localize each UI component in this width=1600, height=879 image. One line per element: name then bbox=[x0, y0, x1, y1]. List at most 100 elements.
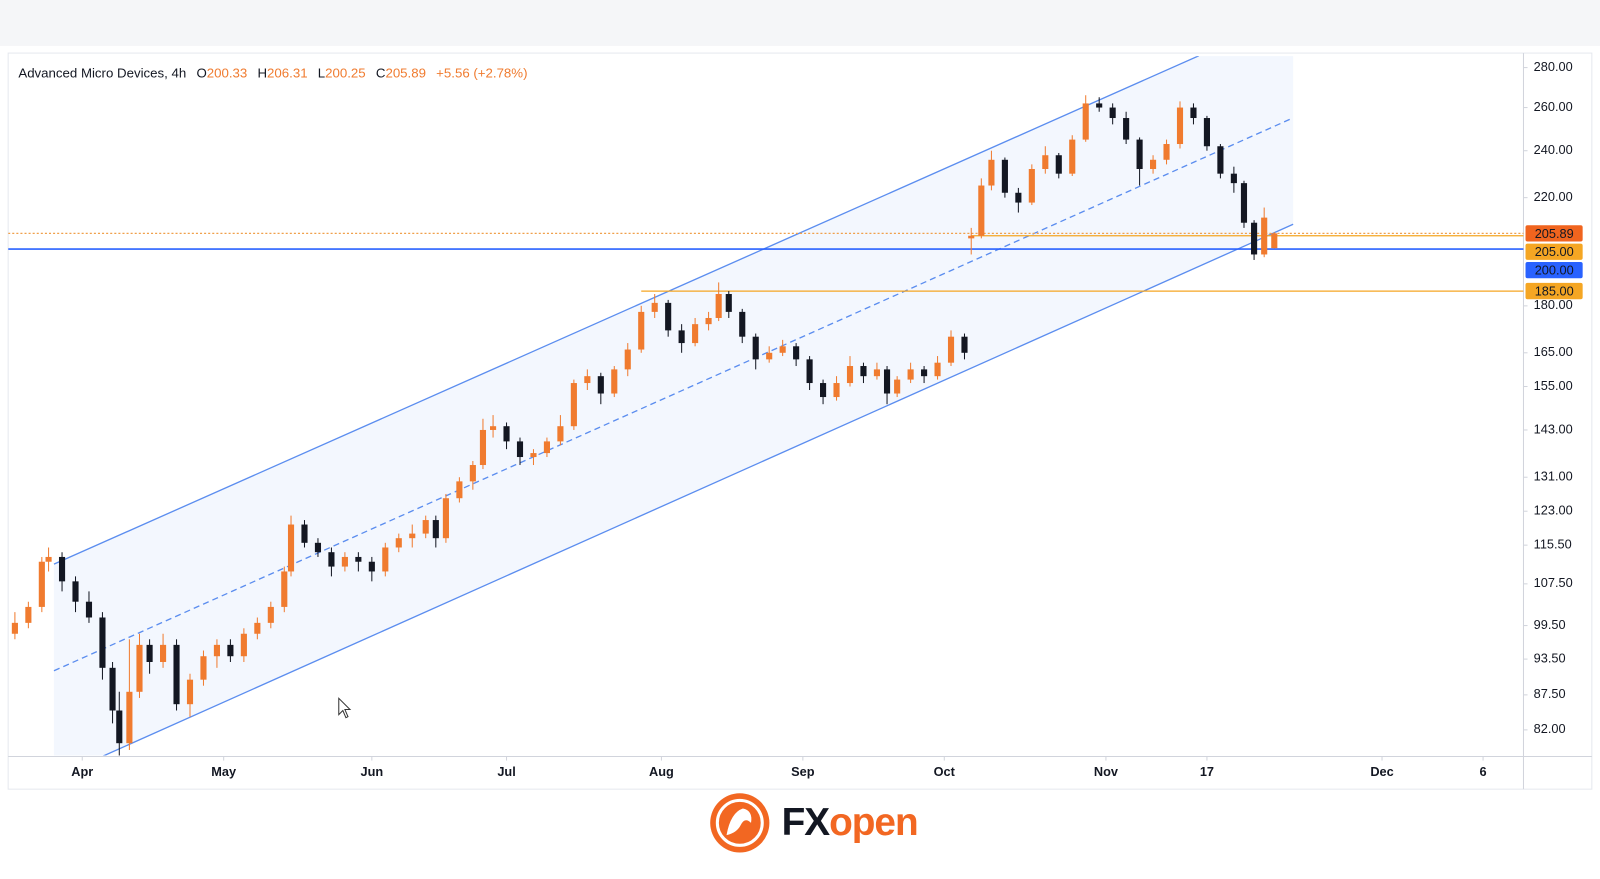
candle-body bbox=[793, 346, 800, 360]
candle-body bbox=[422, 520, 429, 534]
y-tick-label: 115.50 bbox=[1534, 537, 1572, 552]
y-tick-label: 280.00 bbox=[1534, 59, 1573, 74]
y-tick-label: 260.00 bbox=[1534, 99, 1573, 114]
candle-body bbox=[611, 369, 618, 394]
candle-body bbox=[1176, 107, 1184, 145]
candle-body bbox=[883, 369, 891, 394]
candle-body bbox=[725, 294, 732, 312]
candle-body bbox=[978, 185, 985, 236]
candle-body bbox=[1123, 118, 1130, 140]
candle-body bbox=[1217, 146, 1224, 174]
candle-body bbox=[638, 311, 645, 350]
candle-body bbox=[1203, 118, 1210, 147]
top-bar bbox=[0, 0, 1600, 46]
candle-body bbox=[1136, 139, 1143, 170]
candle-body bbox=[503, 426, 510, 442]
logo-icon-shape bbox=[726, 808, 752, 836]
candle-body bbox=[1015, 192, 1022, 203]
candle-body bbox=[705, 317, 712, 325]
candle-body bbox=[833, 383, 840, 398]
y-tick-label: 240.00 bbox=[1534, 142, 1573, 157]
candle-body bbox=[715, 294, 722, 318]
x-tick-label: Aug bbox=[649, 764, 674, 779]
level-label: 205.89 bbox=[1535, 226, 1574, 241]
candle-body bbox=[368, 561, 375, 572]
ohlc-value: 200.33 bbox=[207, 65, 248, 80]
candle-body bbox=[820, 383, 827, 398]
level-label-bg bbox=[1525, 243, 1583, 260]
candle-body bbox=[341, 556, 348, 567]
candle-body bbox=[752, 336, 759, 360]
candle-body bbox=[678, 330, 685, 344]
candle-body bbox=[1096, 103, 1103, 108]
candle-body bbox=[442, 498, 449, 539]
candle-body bbox=[1163, 144, 1170, 160]
y-tick-label: 131.00 bbox=[1534, 469, 1573, 484]
candle-body bbox=[1055, 155, 1062, 174]
level-label: 205.00 bbox=[1535, 244, 1574, 259]
candle-body bbox=[45, 556, 52, 562]
candle-body bbox=[1271, 233, 1278, 249]
y-tick-label: 155.00 bbox=[1534, 378, 1573, 393]
candle-body bbox=[99, 617, 106, 668]
x-tick-label: Apr bbox=[71, 764, 93, 779]
candle-body bbox=[116, 710, 123, 744]
candle-body bbox=[301, 524, 308, 543]
level-label-bg bbox=[1525, 261, 1583, 279]
candle-body bbox=[516, 441, 524, 458]
y-tick-label: 99.50 bbox=[1534, 617, 1566, 632]
logo-icon-ring bbox=[715, 798, 764, 847]
candle-body bbox=[490, 426, 497, 430]
candle-body bbox=[126, 691, 133, 744]
candle-body bbox=[109, 667, 116, 711]
cursor bbox=[338, 697, 352, 719]
ohlc-key: C bbox=[376, 65, 386, 80]
legend-header: Advanced Micro Devices, 4h O200.33 H206.31… bbox=[18, 65, 527, 80]
x-tick-label: Jun bbox=[361, 764, 384, 779]
candle-body bbox=[85, 601, 93, 618]
candle-body bbox=[1261, 217, 1268, 255]
ohlc-value: 206.31 bbox=[267, 65, 308, 80]
candle-body bbox=[287, 524, 295, 572]
candle-body bbox=[1042, 155, 1049, 170]
candle-body bbox=[1028, 169, 1035, 203]
candle-body bbox=[624, 349, 631, 370]
y-tick-label: 87.50 bbox=[1534, 686, 1566, 701]
candle-body bbox=[806, 359, 813, 384]
candle-body bbox=[597, 376, 604, 394]
axes: 82.00 87.50 93.50 99.50 107.50 115.50 123.00 13… bbox=[71, 59, 1583, 779]
ohlc-key: O bbox=[196, 65, 206, 80]
logo-text: FXopen bbox=[782, 801, 918, 844]
candle-body bbox=[395, 538, 402, 548]
candle-body bbox=[846, 366, 854, 384]
plot bbox=[8, 56, 1524, 756]
candle-body bbox=[72, 581, 79, 602]
candle-body bbox=[355, 556, 362, 562]
channel-middle bbox=[53, 118, 1291, 672]
candle-body bbox=[409, 533, 416, 539]
candle-body bbox=[1190, 107, 1197, 119]
candle-body bbox=[651, 302, 658, 312]
candle-body bbox=[739, 311, 746, 337]
candle-body bbox=[58, 556, 66, 582]
candle-body bbox=[469, 465, 476, 482]
candle-body bbox=[1069, 139, 1076, 174]
candle-body bbox=[479, 429, 487, 466]
x-tick-label: Jul bbox=[497, 764, 515, 779]
candle-body bbox=[25, 606, 32, 623]
y-tick-label: 220.00 bbox=[1534, 189, 1573, 204]
candle-body bbox=[254, 622, 261, 634]
candle-body bbox=[240, 633, 247, 657]
y-tick-label: 180.00 bbox=[1534, 297, 1573, 312]
candle-body bbox=[186, 679, 194, 705]
x-tick-label: Oct bbox=[934, 764, 956, 779]
candle-body bbox=[543, 441, 550, 454]
candle-body bbox=[1240, 183, 1248, 223]
candle-body bbox=[530, 453, 537, 458]
channel-upper bbox=[53, 56, 1200, 565]
candle-body bbox=[860, 366, 867, 377]
y-tick-label: 82.00 bbox=[1534, 721, 1566, 736]
candle-body bbox=[961, 336, 968, 353]
candle-body bbox=[766, 352, 773, 360]
